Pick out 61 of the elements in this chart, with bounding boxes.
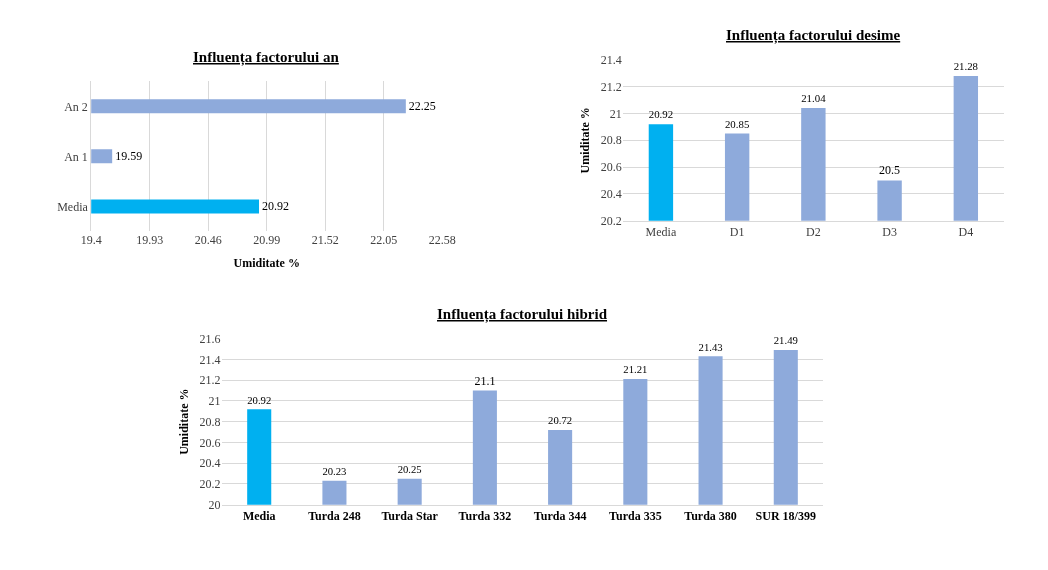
data-label: 20.85: [724, 117, 750, 130]
y-tick-label: 21: [609, 106, 622, 121]
data-label: 22.25: [408, 99, 436, 114]
x-tick-label: Media: [645, 225, 677, 240]
x-tick-label: 19.93: [136, 233, 164, 248]
y-tick-label: 20.8: [600, 133, 622, 148]
chart-title: Influența factorului hibrid: [437, 306, 608, 323]
x-tick-label: D3: [882, 225, 897, 240]
y-tick-label: 21.4: [199, 352, 221, 367]
y-axis-title: Umiditate %: [176, 388, 191, 455]
x-tick-label: Turda Star: [381, 509, 439, 524]
y-tick-label: 20.6: [600, 160, 622, 175]
data-label: 20.92: [247, 393, 272, 406]
data-label: 21.28: [953, 60, 979, 73]
y-tick-label: Media: [57, 199, 89, 214]
y-tick-label: 21.2: [600, 79, 622, 94]
data-label: 21.49: [773, 334, 798, 347]
chart-title: Influența factorului an: [193, 49, 340, 66]
x-tick-label: 19.4: [80, 233, 102, 248]
data-label: 21.43: [698, 340, 723, 353]
x-tick-label: 20.46: [194, 233, 222, 248]
y-tick-label: 20.2: [600, 213, 622, 228]
x-tick-label: 22.58: [428, 233, 456, 248]
y-tick-label: 21: [208, 394, 221, 409]
x-tick-label: Turda 335: [609, 509, 662, 524]
y-tick-label: 21.4: [600, 53, 622, 68]
x-tick-label: D1: [729, 225, 745, 240]
y-tick-label: 21.2: [199, 373, 221, 388]
data-label: 21.1: [474, 373, 496, 388]
x-tick-label: Turda 344: [533, 509, 587, 524]
x-tick-label: SUR 18/399: [755, 509, 816, 524]
y-tick-label: 20: [208, 497, 221, 512]
x-tick-label: 22.05: [370, 233, 398, 248]
y-tick-label: An 1: [64, 149, 88, 164]
x-tick-label: D2: [806, 225, 821, 240]
data-label: 20.25: [397, 463, 422, 476]
x-tick-label: 21.52: [311, 233, 339, 248]
data-label: 19.59: [115, 149, 143, 164]
data-label: 20.23: [322, 465, 347, 478]
data-label: 20.72: [548, 414, 573, 427]
chart-title: Influența factorului desime: [726, 27, 901, 44]
data-label: 20.92: [648, 108, 674, 121]
y-axis-title: Umiditate %: [578, 107, 593, 174]
x-tick-label: 20.99: [253, 233, 281, 248]
data-label: 20.5: [879, 163, 901, 178]
x-tick-label: Turda 332: [458, 509, 512, 524]
y-tick-label: An 2: [64, 99, 88, 114]
x-tick-label: Turda 248: [308, 509, 361, 524]
y-tick-label: 20.2: [199, 477, 221, 492]
y-tick-label: 20.8: [199, 414, 221, 429]
data-label: 21.21: [623, 363, 648, 376]
data-label: 20.92: [262, 199, 290, 214]
x-axis-title: Umiditate %: [233, 256, 300, 271]
x-tick-label: D4: [958, 225, 974, 240]
y-tick-label: 20.6: [199, 435, 221, 450]
y-tick-label: 20.4: [199, 456, 221, 471]
data-label: 21.04: [801, 92, 827, 105]
y-tick-label: 21.6: [199, 331, 221, 346]
x-tick-label: Turda 380: [684, 509, 737, 524]
y-tick-label: 20.4: [600, 187, 622, 202]
x-tick-label: Media: [242, 509, 276, 524]
